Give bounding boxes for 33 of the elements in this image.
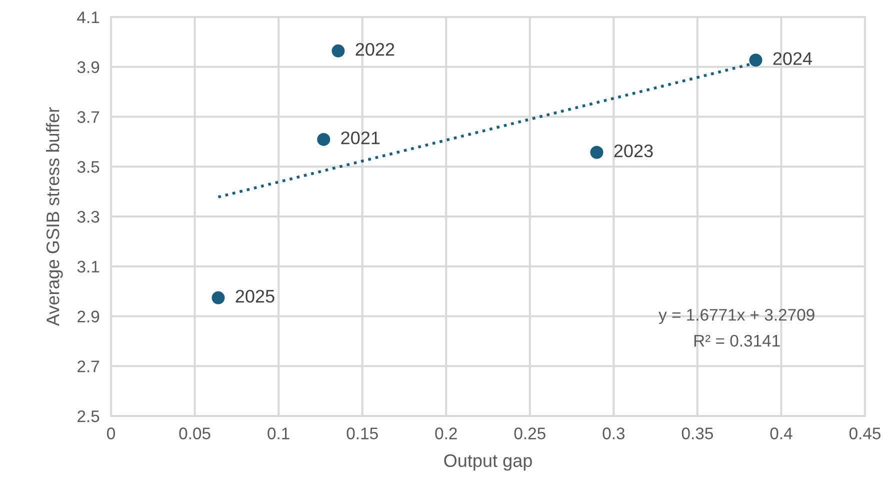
- y-tick-label: 4.1: [77, 12, 100, 24]
- annotation: y = 1.6771x + 3.2709: [658, 308, 814, 324]
- annotation: 2025: [236, 290, 274, 303]
- annotation: 2022: [356, 42, 394, 56]
- y-tick-label: 3.1: [77, 260, 100, 273]
- y-tick-label: 3.7: [77, 111, 100, 123]
- point: [749, 54, 762, 67]
- x-tick-label: 0.35: [682, 428, 713, 440]
- y-tick-label: 3.5: [77, 161, 100, 173]
- y-tick-label: 2.7: [78, 360, 100, 372]
- annotation: 2024: [773, 52, 812, 65]
- annotation: 2021: [341, 132, 380, 144]
- y-axis-title: Average GSIB stress buffer: [46, 107, 63, 326]
- x-tick-label: 0.3: [602, 428, 625, 440]
- x-tick-label: 0.2: [435, 428, 457, 440]
- y-tick-label: 2.9: [78, 310, 100, 322]
- annotation: 2023: [614, 144, 653, 158]
- point: [590, 146, 604, 159]
- x-tick-label: 0.1: [268, 428, 290, 440]
- point: [212, 291, 225, 304]
- point: [317, 132, 330, 146]
- x-tick-label: 0.05: [179, 428, 210, 440]
- x-tick-label: 0.45: [849, 428, 881, 440]
- x-tick-label: 0: [107, 428, 115, 440]
- x-axis-title: Output gap: [444, 454, 532, 471]
- y-tick-label: 3.3: [77, 210, 100, 223]
- point: [332, 44, 345, 58]
- x-tick-label: 0.15: [346, 428, 378, 440]
- x-tick-label: 0.25: [514, 428, 546, 440]
- y-tick-label: 3.9: [77, 61, 100, 74]
- y-tick-label: 2.5: [78, 410, 100, 422]
- x-tick-label: 0.4: [770, 428, 792, 440]
- annotation: R² = 0.3141: [694, 334, 780, 347]
